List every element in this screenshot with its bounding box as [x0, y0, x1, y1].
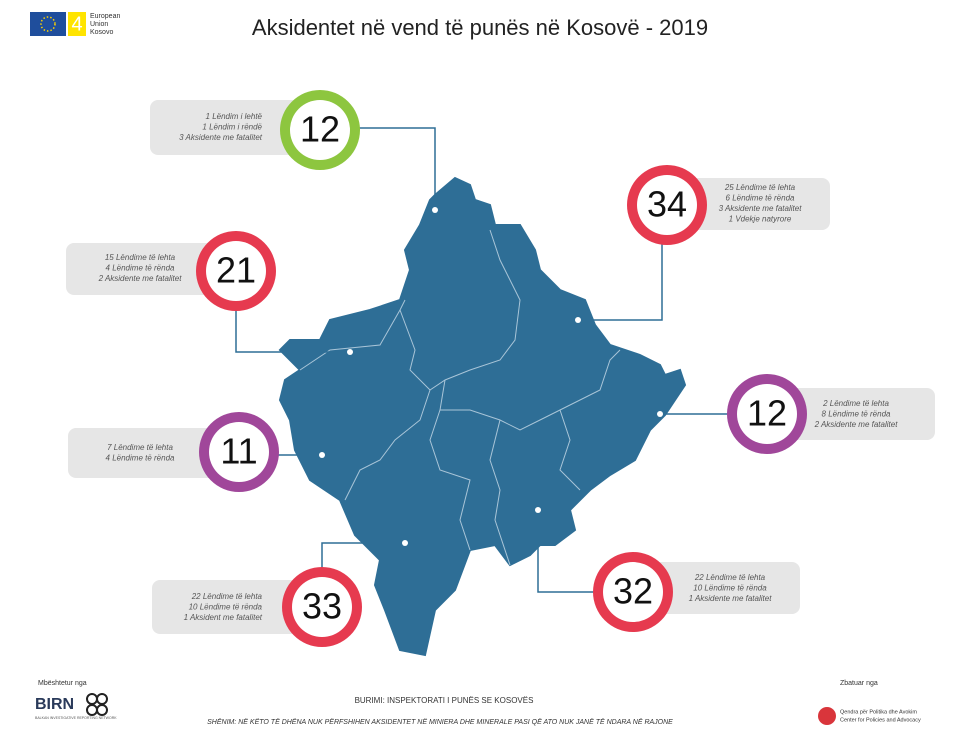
- birn-sub: BALKAN INVESTIGATIVE REPORTING NETWORK: [35, 716, 117, 720]
- location-dot: [432, 207, 438, 213]
- detail-line: 25 Lëndime të lehta: [724, 183, 796, 192]
- connector: [321, 542, 405, 569]
- total: 12: [300, 109, 340, 150]
- total: 32: [613, 571, 653, 612]
- detail-line: 22 Lëndime të lehta: [694, 573, 766, 582]
- implemented-by: Zbatuar nga: [840, 680, 878, 687]
- detail-line: 6 Lëndime të rënda: [726, 194, 795, 203]
- detail-line: 8 Lëndime të rënda: [822, 410, 891, 419]
- ring-inner: [206, 241, 266, 301]
- detail-line: 4 Lëndime të rënda: [106, 264, 175, 273]
- detail-line: 7 Lëndime të lehta: [107, 443, 173, 452]
- detail-line: 2 Lëndime të lehta: [822, 399, 889, 408]
- info-box: [152, 580, 312, 634]
- info-box: [150, 100, 310, 155]
- logo-4: [68, 12, 86, 36]
- detail-line: 15 Lëndime të lehta: [105, 253, 176, 262]
- detail-line: 1 Vdekje natyrore: [729, 215, 792, 224]
- detail-line: 2 Aksidente me fatalitet: [814, 420, 899, 429]
- ring-inner: [290, 100, 350, 160]
- detail-line: 4 Lëndime të rënda: [106, 454, 175, 463]
- detail-line: 2 Aksidente me fatalitet: [98, 274, 183, 283]
- eu-flag: [30, 12, 66, 36]
- title: Aksidentet në vend të punës në Kosovë - …: [252, 15, 708, 40]
- region-borders: [299, 229, 621, 566]
- note: SHËNIM: NË KËTO TË DHËNA NUK PËRFSHIHEN …: [207, 718, 673, 726]
- detail-line: 10 Lëndime të rënda: [189, 603, 263, 612]
- connector: [537, 510, 595, 593]
- location-dot: [319, 452, 325, 458]
- cpa-logo: [818, 707, 836, 725]
- total: 34: [647, 184, 687, 225]
- ring-inner: [637, 175, 697, 235]
- map-shape: [278, 176, 687, 657]
- location-dot: [402, 540, 408, 546]
- cpa-text: Qendra për Politika dhe Avokim: [840, 709, 917, 715]
- total: 33: [302, 586, 342, 627]
- ring-inner: [292, 577, 352, 637]
- logo-text: European: [90, 13, 120, 20]
- info-box: [66, 243, 236, 295]
- detail-line: 1 Aksidente me fatalitet: [689, 594, 773, 603]
- location-dot: [535, 507, 541, 513]
- detail-line: 3 Aksidente me fatalitet: [179, 133, 263, 142]
- info-box: [68, 428, 233, 478]
- location-dot: [575, 317, 581, 323]
- logo-text: Kosovo: [90, 29, 113, 36]
- detail-line: 1 Aksident me fatalitet: [184, 613, 263, 622]
- partner-logo: [96, 704, 108, 716]
- supported-by: Mbështetur nga: [38, 680, 87, 687]
- total: 11: [220, 431, 257, 472]
- logo-text: Union: [90, 21, 108, 28]
- map: [278, 176, 687, 657]
- detail-line: 1 Lëndim i lehtë: [206, 112, 263, 121]
- cpa-text: Center for Policies and Advocacy: [840, 717, 921, 723]
- logo-4-glyph: 4: [71, 13, 82, 35]
- ring-inner: [603, 562, 663, 622]
- location-dot: [657, 411, 663, 417]
- detail-line: 3 Aksidente me fatalitet: [719, 204, 803, 213]
- detail-line: 1 Lëndim i rëndë: [202, 123, 262, 132]
- ring-inner: [209, 422, 269, 482]
- location-dot: [347, 349, 353, 355]
- connector: [235, 309, 350, 353]
- eu-stars: [40, 16, 56, 32]
- total: 12: [747, 393, 787, 434]
- detail-line: 22 Lëndime të lehta: [191, 592, 263, 601]
- birn-logo: BIRN: [35, 696, 74, 713]
- source: BURIMI: INSPEKTORATI I PUNËS SE KOSOVËS: [355, 696, 534, 705]
- connector: [358, 127, 436, 210]
- total: 21: [216, 250, 256, 291]
- ring-inner: [737, 384, 797, 444]
- detail-line: 10 Lëndime të rënda: [693, 584, 767, 593]
- connector: [578, 243, 663, 321]
